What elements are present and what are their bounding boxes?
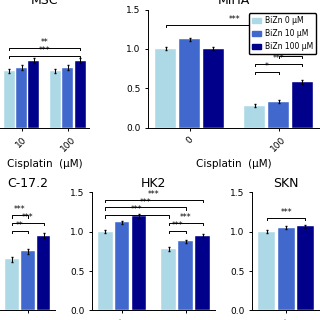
X-axis label: Cisplatin  (μM): Cisplatin (μM) — [196, 159, 272, 169]
Bar — [50, 71, 61, 128]
Bar — [28, 61, 39, 128]
Text: *: * — [265, 62, 268, 71]
Bar — [5, 259, 19, 310]
Text: ***: *** — [131, 205, 143, 214]
Text: ***: *** — [284, 46, 296, 55]
Title: C-17.2: C-17.2 — [7, 177, 48, 190]
Bar — [278, 228, 295, 310]
Legend: BiZn 0 μM, BiZn 10 μM, BiZn 100 μM: BiZn 0 μM, BiZn 10 μM, BiZn 100 μM — [249, 13, 316, 54]
Text: ***: *** — [228, 15, 240, 24]
Bar — [62, 68, 73, 128]
Text: ***: *** — [280, 208, 292, 217]
Bar — [297, 226, 314, 310]
Text: ***: *** — [172, 221, 183, 230]
Bar — [195, 236, 210, 310]
X-axis label: Cisplatin  (μM): Cisplatin (μM) — [7, 159, 83, 169]
Bar — [16, 68, 27, 128]
Bar — [268, 102, 289, 128]
Text: ***: *** — [273, 54, 284, 63]
Bar — [258, 232, 275, 310]
Bar — [292, 82, 313, 128]
Bar — [244, 106, 265, 128]
Text: ***: *** — [39, 46, 51, 55]
Title: MSC: MSC — [31, 0, 59, 7]
Text: ***: *** — [22, 213, 34, 222]
Bar — [179, 39, 200, 128]
Bar — [161, 249, 176, 310]
Bar — [203, 49, 224, 128]
Bar — [98, 232, 113, 310]
Bar — [4, 71, 15, 128]
Bar — [75, 61, 85, 128]
Bar — [115, 222, 130, 310]
Text: ***: *** — [140, 197, 151, 207]
Bar — [36, 236, 51, 310]
Text: **: ** — [16, 221, 24, 230]
Bar — [156, 49, 176, 128]
Text: ***: *** — [180, 213, 191, 222]
Bar — [132, 216, 147, 310]
Text: **: ** — [41, 38, 49, 47]
Title: MIHA: MIHA — [218, 0, 250, 7]
Title: HK2: HK2 — [141, 177, 166, 190]
Title: SKN: SKN — [273, 177, 299, 190]
Text: ***: *** — [14, 205, 26, 214]
Bar — [178, 241, 193, 310]
Text: ***: *** — [148, 190, 160, 199]
Bar — [21, 252, 35, 310]
